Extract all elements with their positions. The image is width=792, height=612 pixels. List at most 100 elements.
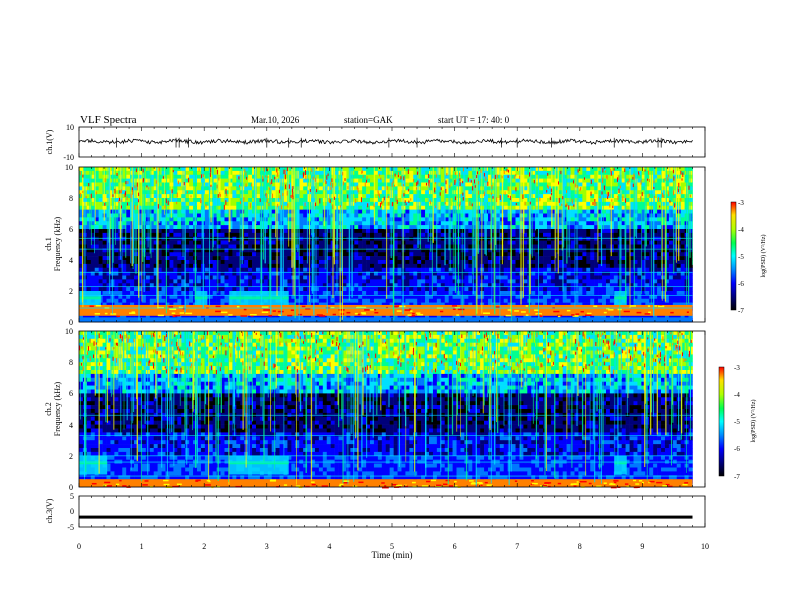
spectrogram-cell bbox=[629, 178, 634, 183]
spectrogram-cell bbox=[539, 174, 544, 179]
spectrogram-cell bbox=[342, 267, 347, 272]
spectrogram-cell bbox=[204, 205, 210, 210]
spectrogram-cell bbox=[181, 275, 186, 280]
spectrogram-cell bbox=[94, 229, 99, 234]
spectrogram-cell bbox=[641, 229, 646, 234]
spectrogram-cell bbox=[165, 186, 170, 191]
spectrogram-cell bbox=[507, 217, 512, 222]
spectrogram-cell bbox=[432, 271, 438, 276]
spectrogram-cell bbox=[668, 182, 674, 187]
spectrogram-cell bbox=[153, 232, 158, 238]
spectrogram-cell bbox=[299, 209, 304, 214]
spectrogram-cell bbox=[177, 170, 182, 176]
spectrogram-cell bbox=[185, 221, 190, 226]
spectrogram-cell bbox=[562, 244, 567, 249]
spectrogram-cell bbox=[362, 283, 367, 288]
spectrogram-cell bbox=[362, 217, 367, 222]
spectrogram-cell bbox=[409, 225, 414, 230]
spectrogram-cell bbox=[342, 236, 347, 241]
spectrogram-cell bbox=[366, 232, 371, 238]
spectrogram-cell bbox=[137, 194, 143, 199]
spectrogram-cell bbox=[543, 167, 548, 172]
spectrogram-cell bbox=[554, 217, 560, 222]
spectrogram-cell bbox=[629, 256, 634, 261]
spectrogram-cell bbox=[657, 221, 662, 226]
spectrogram-cell bbox=[539, 283, 544, 288]
spectrogram-cell bbox=[503, 244, 508, 249]
spectrogram-cell bbox=[204, 186, 210, 191]
spectrogram-cell bbox=[629, 213, 634, 218]
spectrogram-cell bbox=[94, 225, 99, 230]
spectrogram-cell bbox=[228, 283, 233, 288]
spectrogram-cell bbox=[495, 201, 501, 207]
spectrogram-cell bbox=[299, 194, 304, 199]
spectrogram-cell bbox=[173, 267, 178, 272]
spectrogram-cell bbox=[432, 244, 438, 249]
spectrogram-cell bbox=[122, 287, 127, 292]
spectrogram-cell bbox=[637, 244, 642, 249]
spectrogram-cell bbox=[507, 221, 512, 226]
spectrogram-cell bbox=[570, 252, 575, 257]
spectrogram-cell bbox=[185, 256, 190, 261]
spectrogram-cell bbox=[625, 174, 630, 179]
spectrogram-cell bbox=[625, 201, 630, 207]
spectrogram-cell bbox=[425, 232, 430, 238]
ch1-spectrogram-image bbox=[79, 167, 693, 323]
spectrogram-cell bbox=[586, 167, 591, 172]
spectrogram-cell bbox=[440, 190, 446, 195]
spectrogram-cell bbox=[137, 287, 143, 292]
spectrogram-cell bbox=[637, 240, 642, 245]
spectrogram-cell bbox=[244, 186, 249, 191]
spectrogram-cell bbox=[570, 256, 575, 261]
spectrogram-cell bbox=[393, 221, 398, 226]
spectrogram-cell bbox=[161, 182, 166, 187]
spectrogram-cell bbox=[546, 170, 552, 176]
spectrogram-cell bbox=[181, 271, 186, 276]
spectrogram-cell bbox=[468, 283, 473, 288]
spectrogram-cell bbox=[444, 283, 449, 288]
spectrogram-cell bbox=[106, 287, 111, 292]
spectrogram-cell bbox=[381, 217, 387, 222]
spectrogram-cell bbox=[145, 271, 151, 276]
spectrogram-cell bbox=[535, 263, 540, 269]
spectrogram-cell bbox=[688, 170, 693, 176]
spectrogram-cell bbox=[303, 260, 308, 265]
spectrogram-cell bbox=[578, 232, 583, 238]
spectrogram-cell bbox=[102, 283, 107, 288]
spectrogram-cell bbox=[122, 267, 127, 272]
spectrogram-cell bbox=[625, 186, 630, 191]
spectrogram-cell bbox=[558, 236, 563, 241]
spectrogram-cell bbox=[598, 283, 603, 288]
spectrogram-cell bbox=[570, 271, 575, 276]
spectrogram-cell bbox=[515, 174, 520, 179]
spectrogram-cell bbox=[98, 256, 103, 261]
spectrogram-cell bbox=[153, 256, 158, 261]
spectrogram-cell bbox=[149, 252, 155, 257]
spectrogram-cell bbox=[613, 217, 619, 222]
spectrogram-cell bbox=[625, 205, 630, 210]
spectrogram-cell bbox=[346, 275, 351, 280]
spectrogram-cell bbox=[303, 236, 308, 241]
spectrogram-cell bbox=[605, 167, 611, 172]
spectrogram-cell bbox=[362, 178, 367, 183]
spectrogram-cell bbox=[657, 236, 662, 241]
spectrogram-cell bbox=[460, 178, 465, 183]
spectrogram-cell bbox=[362, 260, 367, 265]
spectrogram-cell bbox=[318, 182, 324, 187]
spectrogram-cell bbox=[389, 194, 394, 199]
spectrogram-cell bbox=[204, 174, 210, 179]
spectrogram-cell bbox=[413, 256, 418, 261]
spectrogram-cell bbox=[98, 225, 103, 230]
spectrogram-cell bbox=[605, 213, 611, 218]
spectrogram-cell bbox=[232, 225, 237, 230]
spectrogram-cell bbox=[165, 225, 170, 230]
spectrogram-cell bbox=[562, 271, 567, 276]
spectrogram-cell bbox=[122, 213, 127, 218]
spectrogram-cell bbox=[358, 263, 363, 269]
spectrogram-cell bbox=[90, 244, 96, 249]
spectrogram-cell bbox=[145, 267, 151, 272]
spectrogram-cell bbox=[421, 213, 426, 218]
spectrogram-cell bbox=[602, 244, 607, 249]
spectrogram-cell bbox=[523, 221, 528, 226]
spectrogram-cell bbox=[531, 271, 536, 276]
